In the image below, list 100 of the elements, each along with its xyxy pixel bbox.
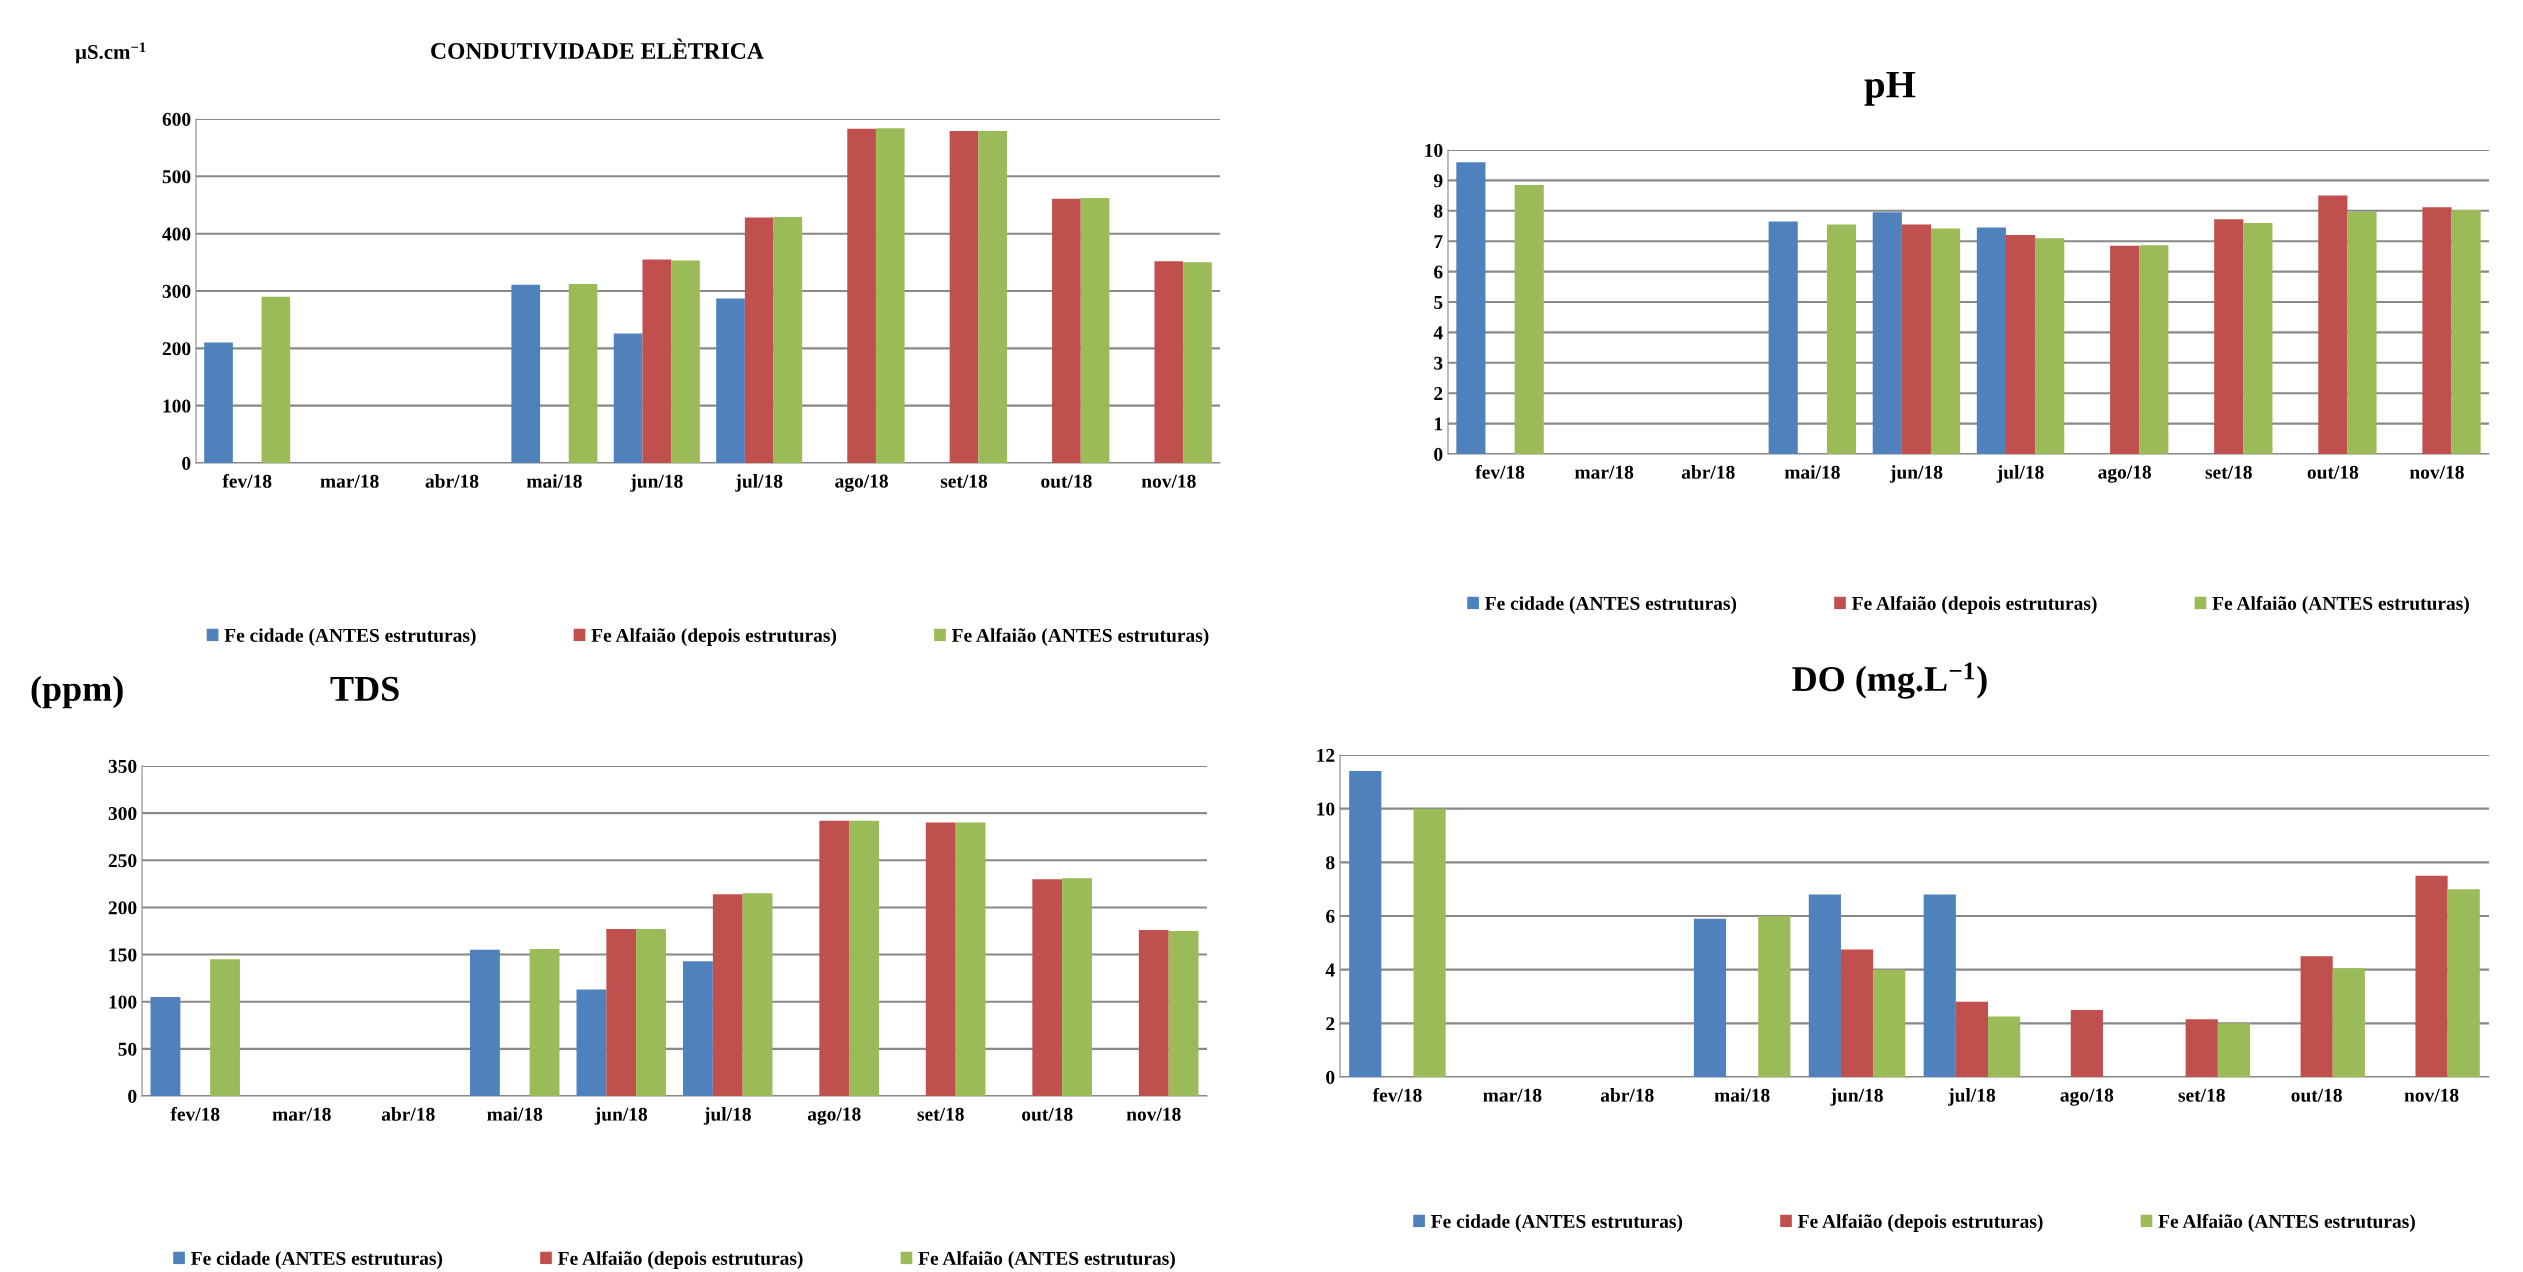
bar [849, 820, 879, 1096]
x-tick-label: nov/18 [2409, 465, 2464, 479]
y-tick-label: 1 [1434, 417, 1443, 431]
y-tick-label: 2 [1434, 387, 1443, 400]
bar [819, 820, 850, 1096]
bar [2347, 211, 2377, 454]
x-tick-label: mar/18 [1574, 465, 1634, 479]
x-tick-label: set/18 [917, 1107, 964, 1121]
bar [642, 259, 672, 463]
bar [2300, 956, 2333, 1077]
chart-title: CONDUTIVIDADE ELÈTRICA [431, 38, 764, 60]
x-tick-label: jun/18 [630, 474, 683, 492]
bar [671, 260, 700, 463]
legend-label: Fe cidade (ANTES estruturas) [1431, 1214, 1683, 1232]
bar [568, 284, 598, 463]
y-tick-label: 9 [1433, 174, 1443, 188]
legend-label: Fe Alfaião (depois estruturas) [1852, 596, 2097, 614]
y-tick-label: 300 [108, 806, 137, 821]
y-tick-label: 8 [1434, 204, 1443, 218]
bar [1826, 224, 1857, 454]
bar [1840, 949, 1874, 1077]
y-tick-label: 4 [1325, 963, 1335, 977]
bar [1931, 228, 1961, 454]
bar [2243, 222, 2273, 454]
bar [470, 949, 500, 1096]
bar [949, 131, 979, 463]
legend-label: Fe Alfaião (ANTES estruturas) [2212, 596, 2469, 614]
y-tick-label: 4 [1433, 326, 1443, 340]
bar [2035, 238, 2065, 454]
bar [1138, 930, 1169, 1096]
y-tick-label: 0 [182, 456, 191, 470]
bar [2070, 1009, 2103, 1077]
y-tick-label: 10 [1317, 802, 1335, 816]
legend-label: Fe Alfaião (depois estruturas) [591, 628, 837, 646]
bar [925, 822, 956, 1096]
bar [1080, 198, 1110, 463]
y-tick-label: 0 [128, 1089, 137, 1103]
bar [712, 894, 743, 1096]
bar [1976, 227, 2006, 454]
legend-label: Fe cidade (ANTES estruturas) [1485, 596, 1737, 614]
bar [2005, 235, 2036, 454]
bar [2110, 245, 2140, 454]
legend-label: Fe Alfaião (ANTES estruturas) [918, 1251, 1175, 1269]
x-tick-label: abr/18 [425, 474, 479, 488]
y-tick-label: 600 [162, 112, 191, 126]
x-tick-label: mar/18 [1483, 1088, 1542, 1102]
legend-label: Fe Alfaião (ANTES estruturas) [951, 628, 1209, 646]
bar [1052, 198, 1081, 463]
x-tick-label: mai/18 [1784, 465, 1840, 479]
bar [1873, 969, 1906, 1077]
bar [150, 997, 181, 1096]
bar [1758, 916, 1791, 1077]
bar [2318, 195, 2348, 454]
x-tick-label: ago/18 [835, 474, 888, 492]
y-tick-label: 400 [162, 227, 191, 241]
y-tick-label: 12 [1317, 748, 1335, 762]
x-tick-label: jul/18 [735, 474, 783, 492]
x-tick-label: jul/18 [1996, 465, 2044, 483]
x-tick-label: nov/18 [1141, 474, 1196, 488]
bar [1955, 1001, 1989, 1077]
x-tick-label: out/18 [2291, 1088, 2342, 1102]
bar [1154, 261, 1184, 463]
x-tick-label: jun/18 [594, 1107, 648, 1125]
x-tick-label: fev/18 [1475, 464, 1525, 479]
bar [2217, 1023, 2251, 1077]
x-tick-label: fev/18 [1372, 1087, 1422, 1102]
x-tick-label: nov/18 [2404, 1088, 2459, 1102]
y-tick-label: 250 [108, 854, 137, 868]
y-tick-label: 50 [118, 1042, 137, 1056]
bar [1872, 212, 1902, 454]
bar [529, 948, 560, 1096]
x-tick-label: mai/18 [487, 1107, 543, 1121]
bar [204, 342, 233, 463]
y-tick-label: 200 [162, 342, 191, 356]
y-tick-label: 200 [108, 901, 137, 915]
y-tick-label: 100 [109, 995, 137, 1009]
legend-label: Fe cidade (ANTES estruturas) [191, 1251, 443, 1269]
legend-label: Fe cidade (ANTES estruturas) [224, 628, 476, 646]
bar [1168, 931, 1199, 1096]
bar [2214, 219, 2244, 454]
y-tick-label: 5 [1434, 296, 1443, 309]
y-tick-label: 350 [108, 759, 137, 773]
x-tick-label: jun/18 [1830, 1088, 1883, 1106]
x-tick-label: mar/18 [272, 1107, 331, 1121]
x-tick-label: set/18 [2178, 1088, 2225, 1102]
x-tick-label: abr/18 [1600, 1088, 1654, 1102]
bar [2185, 1019, 2218, 1077]
bar [955, 822, 986, 1096]
x-tick-label: mai/18 [1714, 1088, 1770, 1102]
bar [1183, 262, 1212, 463]
y-tick-label: 500 [162, 170, 191, 184]
y-tick-label: 300 [162, 284, 191, 298]
bar [511, 284, 541, 463]
y-tick-label: 8 [1326, 856, 1335, 870]
chart-title: TDS [330, 676, 399, 702]
x-tick-label: mai/18 [526, 474, 582, 488]
legend-label: Fe Alfaião (depois estruturas) [558, 1251, 803, 1269]
bar [261, 296, 291, 463]
y-axis-title: (ppm) [31, 675, 123, 709]
x-tick-label: ago/18 [2060, 1088, 2114, 1106]
